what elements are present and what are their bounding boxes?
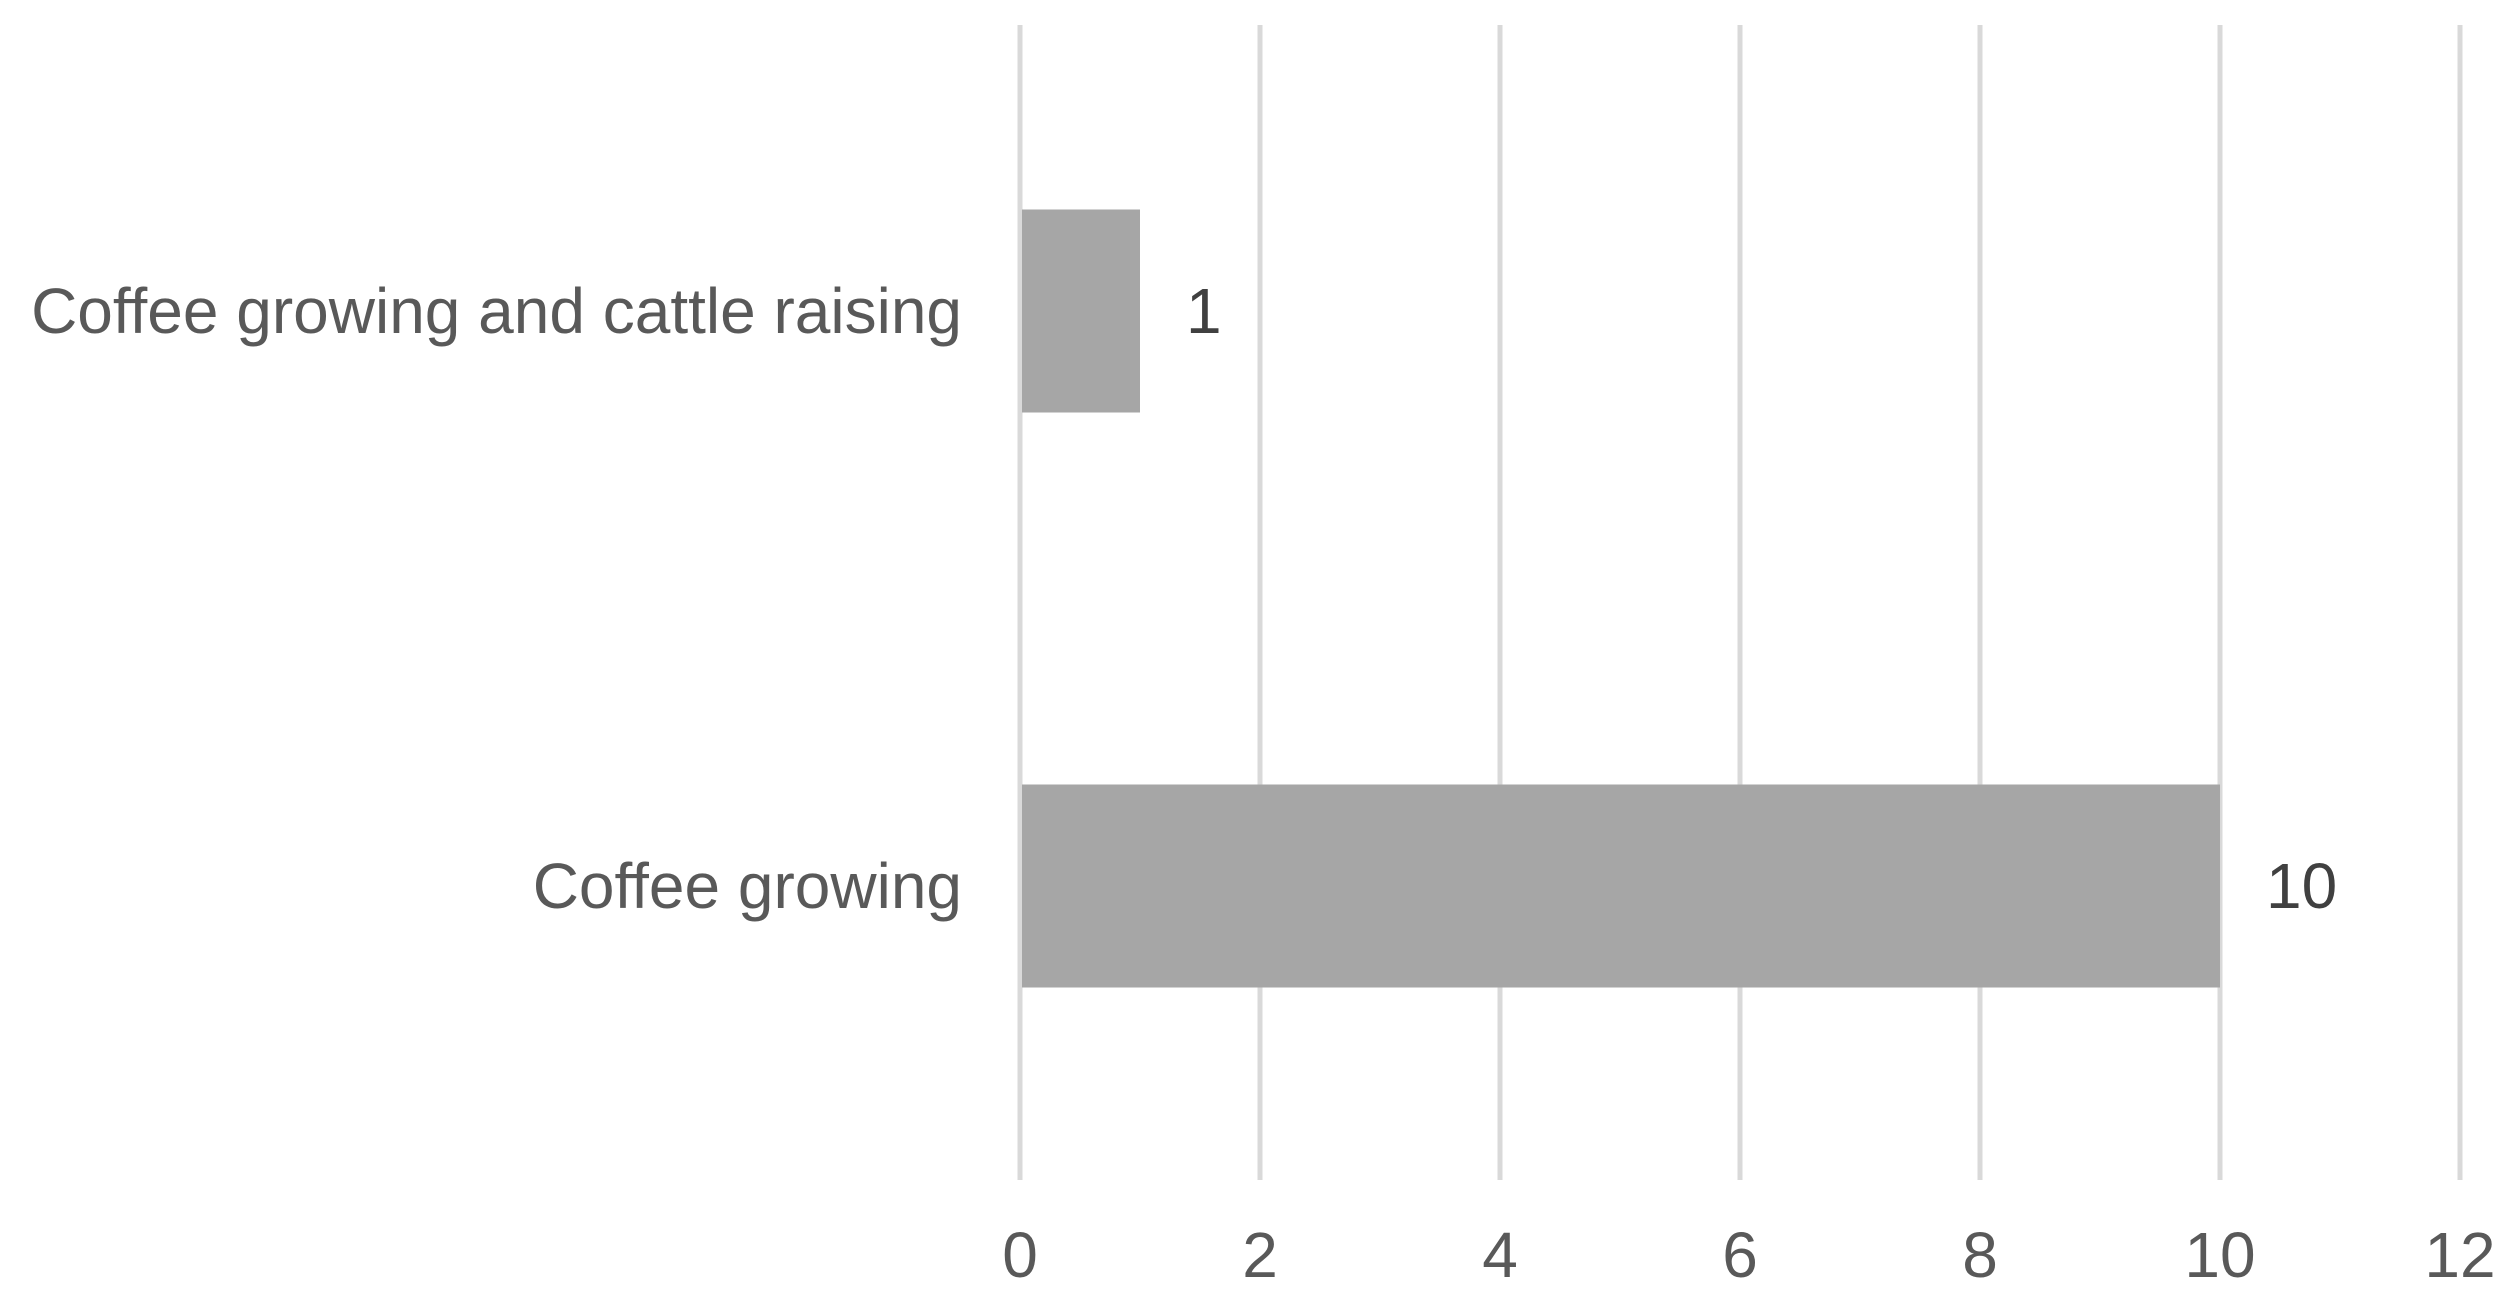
data-label-1: 1 [1186, 275, 1222, 347]
x-tick-label-4: 4 [1482, 1219, 1518, 1291]
x-tick-label-0: 0 [1002, 1219, 1038, 1291]
bar-2 [1022, 784, 2220, 988]
category-labels: Coffee growing and cattle raising Coffee … [31, 275, 962, 922]
bars [1022, 209, 2220, 988]
data-label-2: 10 [2266, 850, 2337, 922]
gridlines [1017, 25, 2463, 1180]
bar-1 [1022, 209, 1140, 413]
category-label-1: Coffee growing and cattle raising [31, 275, 962, 347]
x-tick-label-8: 8 [1962, 1219, 1998, 1291]
x-tick-label-10: 10 [2184, 1219, 2255, 1291]
x-tick-label-12: 12 [2424, 1219, 2495, 1291]
category-label-2: Coffee growing [533, 850, 962, 922]
data-labels: 1 10 [1186, 275, 2337, 922]
x-axis-tick-labels: 0 2 4 6 8 10 12 [1002, 1219, 2495, 1291]
x-tick-label-6: 6 [1722, 1219, 1758, 1291]
x-tick-label-2: 2 [1242, 1219, 1278, 1291]
